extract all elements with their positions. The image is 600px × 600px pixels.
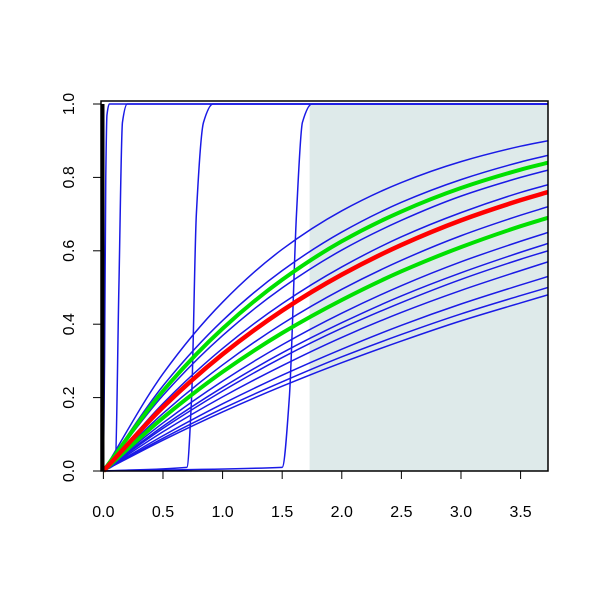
series-line [103, 286, 548, 472]
series-line [101, 160, 548, 473]
series-line [102, 261, 548, 472]
y-tick-label: 0.2 [61, 386, 78, 408]
series-line [102, 154, 548, 472]
y-tick-label: 1.0 [61, 93, 78, 115]
plot-area [101, 103, 548, 473]
y-tick-label: 0.0 [61, 460, 78, 482]
series-line [102, 215, 548, 473]
x-tick-label: 2.5 [390, 504, 412, 521]
series-line [103, 294, 548, 472]
x-tick-label: 2.0 [331, 504, 353, 521]
y-tick-label: 0.8 [61, 166, 78, 188]
series-line [102, 206, 548, 472]
y-tick-label: 0.4 [61, 313, 78, 335]
plot-box [100, 100, 549, 472]
x-tick-label: 0.0 [92, 504, 114, 521]
x-tick-label: 3.0 [450, 504, 472, 521]
series-line [102, 184, 548, 472]
series-line [102, 139, 548, 472]
series-line [102, 250, 548, 472]
x-tick-label: 3.5 [509, 504, 531, 521]
series-line [101, 189, 548, 473]
x-tick-label: 1.5 [271, 504, 293, 521]
series-line [102, 231, 548, 472]
x-tick-label: 1.0 [211, 504, 233, 521]
series-line [102, 242, 548, 472]
series-line [103, 103, 548, 472]
series-line [102, 169, 548, 472]
x-tick-label: 0.5 [152, 504, 174, 521]
series-line [103, 275, 548, 472]
y-tick-label: 0.6 [61, 240, 78, 262]
